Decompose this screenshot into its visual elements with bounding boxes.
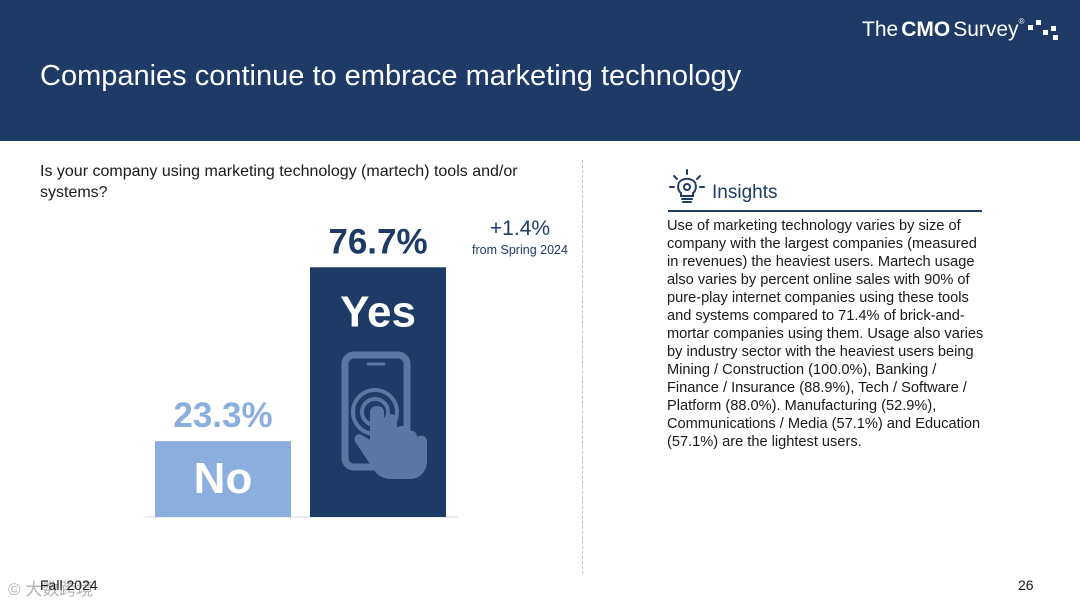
page-number: 26 [1018, 577, 1034, 593]
brand-survey: Survey [953, 18, 1019, 41]
brand-trademark: ® [1018, 17, 1025, 26]
footer-season: Fall 2024 [40, 577, 98, 593]
insights-title: Insights [712, 182, 778, 203]
bar-no [155, 441, 291, 517]
change-note: from Spring 2024 [472, 243, 568, 257]
value-label-no: 23.3% [173, 396, 272, 435]
brand-dots-icon [1026, 18, 1060, 42]
brand-the: The [862, 18, 899, 41]
change-delta: +1.4% [489, 217, 551, 240]
slide-title: Companies continue to embrace marketing … [40, 60, 742, 92]
brand-cmo: CMO [901, 18, 951, 41]
watermark: © 大数跨境 [8, 580, 94, 599]
insights-header: Insights [668, 168, 982, 212]
smartphone-tap-icon [341, 351, 427, 479]
category-label-yes: Yes [340, 287, 416, 336]
insights-body: Use of marketing technology varies by si… [667, 218, 984, 450]
survey-question: Is your company using marketing technolo… [40, 163, 518, 201]
lightbulb-icon [669, 169, 705, 203]
slide-header: Companies continue to embrace marketing … [0, 0, 1080, 141]
category-label-no: No [194, 454, 253, 503]
column-divider [582, 160, 583, 574]
brand-logo: The CMO Survey ® [862, 17, 1060, 46]
value-label-yes: 76.7% [328, 222, 427, 261]
